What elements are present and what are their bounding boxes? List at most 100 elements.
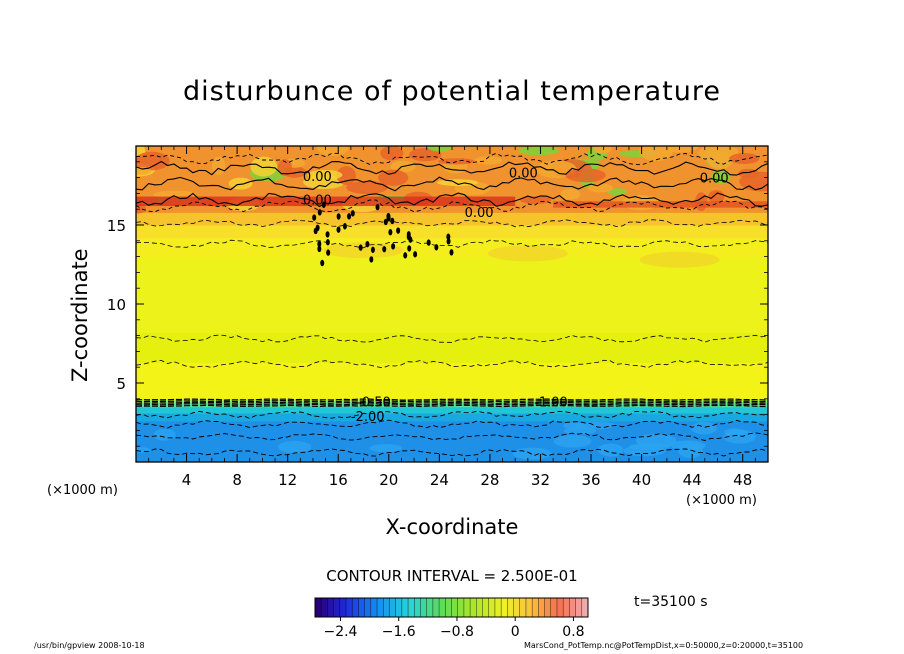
- field-blob: [409, 148, 442, 162]
- field-blob: [587, 183, 614, 193]
- colorbar-cell: [401, 598, 409, 617]
- color-layer: [136, 406, 768, 414]
- contour-line: [136, 398, 768, 401]
- contour-line: [136, 176, 768, 192]
- x-unit-left: (×1000 m): [47, 483, 118, 498]
- colorbar-cell: [370, 598, 378, 617]
- contour-marker: [336, 226, 341, 233]
- contour-marker: [358, 244, 363, 251]
- contour-marker: [342, 223, 347, 230]
- color-layer: [136, 225, 768, 239]
- contour-marker: [396, 227, 401, 234]
- colorbar-cell: [451, 598, 459, 617]
- field-blob: [380, 146, 404, 161]
- contour-marker: [386, 212, 391, 220]
- field-blob: [711, 169, 731, 185]
- x-tick-label: 48: [733, 471, 752, 489]
- colorbar-cell: [470, 598, 477, 617]
- x-axis-label: X-coordinate: [385, 515, 519, 539]
- field-blob: [639, 251, 720, 268]
- colorbar-cell: [321, 598, 328, 617]
- colorbar-cell: [439, 598, 446, 617]
- contour-marker: [317, 209, 322, 216]
- contour-label: 0.00: [700, 171, 729, 186]
- contour-marker: [312, 214, 317, 221]
- y-tick-label: 15: [107, 217, 126, 235]
- contour-marker: [320, 259, 325, 267]
- contour-marker: [407, 245, 412, 252]
- contour-line: [136, 359, 768, 369]
- contour-marker: [446, 233, 451, 240]
- x-tick-label: 36: [581, 471, 600, 489]
- contour-marker: [382, 245, 387, 253]
- contour-marker: [317, 245, 322, 253]
- contour-line: [136, 401, 768, 404]
- x-tick-label: 44: [683, 471, 702, 489]
- contour-line: [136, 160, 768, 176]
- contour-line: [136, 400, 768, 403]
- field-blob: [565, 168, 606, 183]
- contour-label: -2.00: [351, 410, 385, 425]
- contour-line: [136, 419, 768, 429]
- colorbar-cell: [315, 598, 322, 617]
- contour-line: [136, 404, 768, 408]
- contour-marker: [365, 240, 370, 248]
- contour-label: -1.00: [534, 396, 568, 411]
- contour-marker: [406, 231, 411, 238]
- color-layer: [136, 362, 768, 400]
- field-blob: [739, 171, 768, 192]
- field-blob: [598, 443, 624, 457]
- field-blob: [316, 146, 350, 157]
- colorbar-cell: [414, 598, 421, 617]
- field-blob: [607, 188, 628, 196]
- x-tick-label: 40: [632, 471, 651, 489]
- colorbar-cell: [426, 598, 434, 617]
- colorbar-cell: [463, 598, 471, 617]
- contour-marker: [403, 252, 408, 259]
- colorbar-cell: [457, 598, 465, 617]
- colorbar-cell: [395, 598, 403, 617]
- contour-label: 0.00: [509, 167, 538, 182]
- contour-line: [136, 219, 768, 228]
- contour-marker: [369, 256, 374, 263]
- field-blob: [136, 196, 516, 207]
- field-blob: [553, 201, 768, 208]
- colorbar-cell: [507, 598, 514, 617]
- colorbar-cell: [488, 598, 496, 617]
- contour-marker: [370, 246, 375, 253]
- colorbar-cell: [420, 598, 427, 617]
- field-blob: [723, 429, 756, 444]
- contour-marker: [350, 210, 355, 217]
- field-blob: [136, 167, 152, 175]
- field-blob: [369, 444, 402, 453]
- colorbar-cell: [358, 598, 365, 617]
- contour-marker: [434, 244, 439, 251]
- field-blob: [729, 153, 760, 165]
- contour-marker: [375, 203, 380, 211]
- x-tick-label: 28: [480, 471, 499, 489]
- color-layer: [136, 332, 768, 363]
- colorbar-cell: [556, 598, 564, 617]
- contour-line: [136, 448, 768, 457]
- contour-line: [136, 192, 768, 208]
- colorbar-cell: [346, 598, 353, 617]
- colorbar-cell: [544, 598, 552, 617]
- field-blob: [708, 190, 725, 204]
- colorbar: −2.4 −1.6 −0.8 0 0.8: [314, 597, 589, 640]
- field-blob: [639, 146, 673, 162]
- contour-marker: [390, 217, 395, 225]
- x-tick-label: 12: [278, 471, 297, 489]
- colorbar-cell: [550, 598, 558, 617]
- contour-label: -0.50: [357, 396, 391, 411]
- colorbar-cell: [408, 598, 415, 617]
- field-blob: [563, 427, 597, 435]
- contour-marker: [446, 238, 451, 245]
- contour-marker: [383, 218, 388, 226]
- colorbar-tick-label: 0: [511, 624, 520, 640]
- field-blob: [623, 445, 666, 457]
- colorbar-cell: [569, 598, 576, 617]
- contour-marker: [449, 249, 454, 256]
- colorbar-cell: [476, 598, 483, 617]
- colorbar-cell: [501, 598, 508, 617]
- colorbar-frame: [314, 597, 589, 618]
